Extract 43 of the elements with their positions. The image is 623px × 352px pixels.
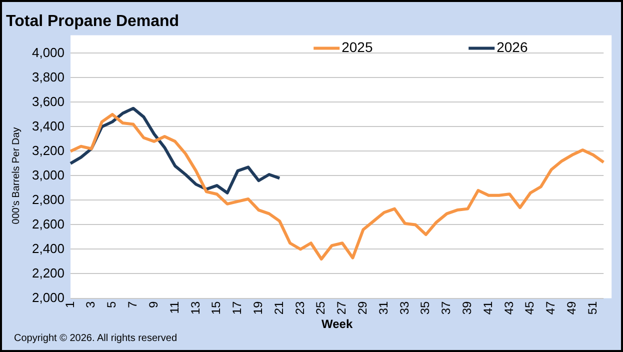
x-tick-label: 49 [564,300,579,315]
x-tick-label: 17 [230,300,244,315]
y-tick-label: 2,000 [32,290,65,305]
x-tick-label: 51 [585,300,600,315]
x-tick-label: 11 [167,300,182,314]
x-tick-label: 47 [544,300,558,315]
x-axis-title: Week [321,317,353,332]
x-tick-label: 13 [188,300,202,315]
y-tick-label: 3,800 [32,69,65,84]
x-tick-label: 21 [272,300,286,315]
chart-title: Total Propane Demand [6,13,180,30]
legend-label: 2025 [342,39,373,56]
x-tick-label: 43 [502,300,516,315]
y-tick-label: 2,600 [32,216,65,232]
y-axis-title: 000's Barrels Per Day [10,127,22,224]
x-tick-label: 9 [146,300,160,308]
x-tick-label: 1 [62,300,77,308]
x-tick-label: 19 [250,300,265,315]
x-tick-label: 5 [104,300,119,308]
x-tick-label: 31 [376,300,390,315]
y-tick-label: 2,800 [32,192,65,207]
x-tick-label: 3 [84,300,98,308]
y-tick-label: 2,400 [32,240,65,256]
x-tick-label: 37 [439,300,454,315]
x-tick-label: 41 [480,300,495,315]
y-tick-label: 3,400 [32,118,65,134]
x-tick-label: 27 [334,300,349,315]
x-tick-label: 29 [356,300,370,315]
y-tick-label: 3,200 [32,142,65,158]
x-tick-label: 35 [418,300,432,315]
y-tick-label: 3,000 [32,167,65,182]
x-tick-label: 45 [522,300,537,315]
x-tick-label: 7 [126,300,140,308]
legend-label: 2026 [496,39,528,56]
x-tick-label: 25 [314,300,328,315]
x-tick-label: 23 [292,300,307,315]
x-tick-label: 33 [397,300,412,315]
y-tick-label: 2,200 [32,265,65,280]
y-tick-label: 4,000 [32,44,65,60]
x-tick-label: 15 [209,300,224,315]
x-tick-label: 39 [460,300,474,315]
y-tick-label: 3,600 [32,94,65,109]
text: Copyright © 2026. All rights reserved [14,333,178,344]
